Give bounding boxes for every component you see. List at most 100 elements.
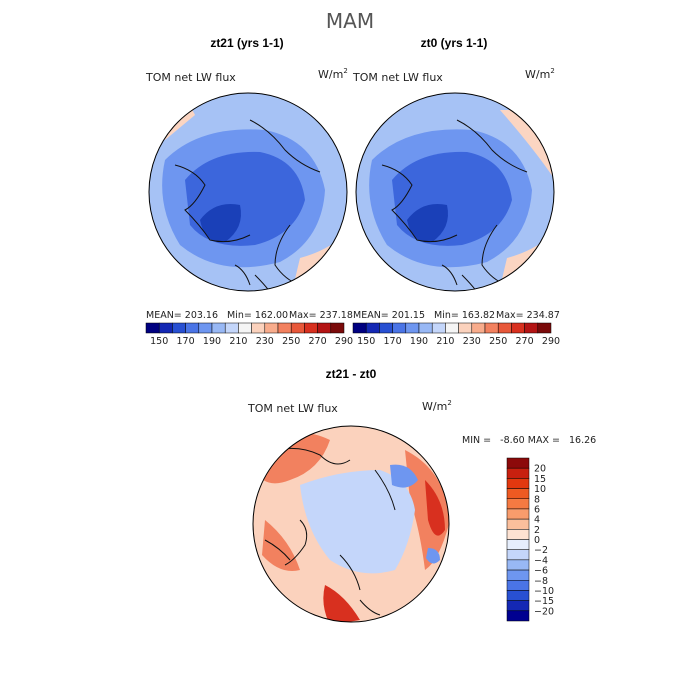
- colorbar-tick-label: 230: [463, 336, 481, 347]
- colorbar-tick-label: −4: [534, 555, 548, 566]
- stats-mean: MEAN= 201.15: [353, 310, 425, 321]
- colorbar: 150 170 190 210 230 250 270 290: [145, 322, 353, 347]
- stats-min: Min= 163.82: [434, 310, 495, 321]
- colorbar-tick-label: −20: [534, 606, 554, 617]
- units-label: W/m2: [525, 67, 555, 81]
- coastline: [174, 119, 321, 291]
- polar-map: [356, 93, 554, 291]
- colorbar-swatch: [506, 569, 530, 581]
- colorbar-swatch: [251, 322, 266, 334]
- colorbar-tick-label: 2: [534, 525, 540, 536]
- stats-max: Max= 234.87: [496, 310, 560, 321]
- colorbar-swatch: [524, 322, 539, 334]
- units-base: W/m: [422, 400, 447, 413]
- colorbar-swatch: [224, 322, 239, 334]
- colorbar-swatch: [506, 590, 530, 601]
- colorbar-tick-label: 190: [410, 336, 428, 347]
- coastline: [381, 119, 528, 291]
- colorbar-swatch: [537, 322, 552, 334]
- colorbar: 150 170 190 210 230 250 270 290: [352, 322, 560, 347]
- colorbar-swatch: [511, 322, 525, 334]
- panel-zt0: zt0 (yrs 1-1) TOM net LW flux W/m2 MEAN=…: [352, 36, 560, 347]
- colorbar-swatch: [506, 518, 530, 530]
- map-border: [148, 92, 348, 292]
- panel-title: zt21 - zt0: [326, 367, 377, 381]
- panel-title: zt21 (yrs 1-1): [210, 36, 283, 50]
- colorbar-tick-label: 250: [489, 336, 507, 347]
- colorbar-swatch: [405, 322, 420, 334]
- colorbar-swatch: [290, 322, 305, 334]
- colorbar-swatch: [506, 478, 530, 489]
- polar-map: [149, 93, 347, 291]
- map-border: [355, 92, 555, 292]
- variable-label: TOM net LW flux: [247, 402, 338, 415]
- colorbar-tick-label: 230: [256, 336, 274, 347]
- units-base: W/m: [318, 68, 343, 81]
- colorbar-swatch: [352, 322, 367, 334]
- colorbar-swatch: [506, 498, 530, 510]
- colorbar-tick-label: 270: [516, 336, 534, 347]
- minmax-label: MIN = -8.60 MAX = 16.26: [462, 435, 596, 446]
- colorbar-tick-label: 210: [229, 336, 247, 347]
- colorbar-tick-label: 250: [282, 336, 300, 347]
- units-exponent: 2: [550, 67, 554, 75]
- colorbar-swatch: [264, 322, 279, 334]
- colorbar-swatch: [506, 467, 530, 479]
- colorbar-swatch: [506, 600, 530, 612]
- units-exponent: 2: [447, 399, 451, 407]
- colorbar-swatch: [497, 322, 512, 334]
- stats-min: Min= 162.00: [227, 310, 288, 321]
- map-field-cool: [300, 470, 415, 574]
- panel-difference: zt21 - zt0 TOM net LW flux W/m2 MIN = -8…: [247, 367, 596, 623]
- coastline: [264, 447, 396, 616]
- colorbar-swatch: [506, 457, 530, 469]
- colorbar-swatch: [379, 322, 393, 334]
- colorbar-swatch: [458, 322, 473, 334]
- stats-max: Max= 237.18: [289, 310, 353, 321]
- colorbar-swatch: [471, 322, 486, 334]
- colorbar-swatch: [330, 322, 345, 334]
- colorbar-swatch: [506, 610, 530, 622]
- colorbar-tick-label: 270: [309, 336, 327, 347]
- colorbar-tick-label: 170: [384, 336, 402, 347]
- colorbar-swatch: [185, 322, 200, 334]
- season-title: MAM: [326, 9, 374, 33]
- colorbar-tick-label: 15: [534, 474, 546, 485]
- units-base: W/m: [525, 68, 550, 81]
- colorbar-swatch: [506, 539, 530, 550]
- colorbar-tick-label: 150: [150, 336, 168, 347]
- colorbar-tick-label: 8: [534, 494, 540, 505]
- colorbar-swatch: [506, 549, 530, 561]
- colorbar-tick-label: 210: [436, 336, 454, 347]
- colorbar-tick-label: −2: [534, 545, 548, 556]
- map-field-blue: [390, 464, 418, 488]
- map-field-deepest: [407, 204, 448, 243]
- colorbar-tick-label: 6: [534, 504, 540, 515]
- colorbar-tick-label: 150: [357, 336, 375, 347]
- map-field-deepest: [200, 204, 241, 243]
- panel-title: zt0 (yrs 1-1): [421, 36, 488, 50]
- variable-label: TOM net LW flux: [145, 71, 236, 84]
- colorbar-tick-label: 0: [534, 535, 540, 546]
- polar-map: [253, 426, 449, 622]
- colorbar-swatch: [365, 322, 380, 334]
- colorbar-swatch: [431, 322, 446, 334]
- colorbar-tick-label: 290: [335, 336, 353, 347]
- map-field-warm-3: [262, 520, 300, 571]
- colorbar-tick-label: 4: [534, 515, 540, 526]
- map-border: [252, 425, 450, 623]
- colorbar-tick-label: 290: [542, 336, 560, 347]
- colorbar-swatch: [484, 322, 499, 334]
- colorbar-swatch: [277, 322, 292, 334]
- colorbar-swatch: [211, 322, 226, 334]
- colorbar-tick-label: −10: [534, 586, 554, 597]
- map-field-blue-2: [426, 548, 440, 564]
- colorbar-tick-label: 10: [534, 484, 546, 495]
- colorbar-tick-label: −6: [534, 566, 548, 577]
- colorbar-swatch: [506, 529, 530, 540]
- colorbar-swatch: [392, 322, 407, 334]
- units-label: W/m2: [422, 399, 452, 413]
- colorbar-swatch: [506, 580, 530, 591]
